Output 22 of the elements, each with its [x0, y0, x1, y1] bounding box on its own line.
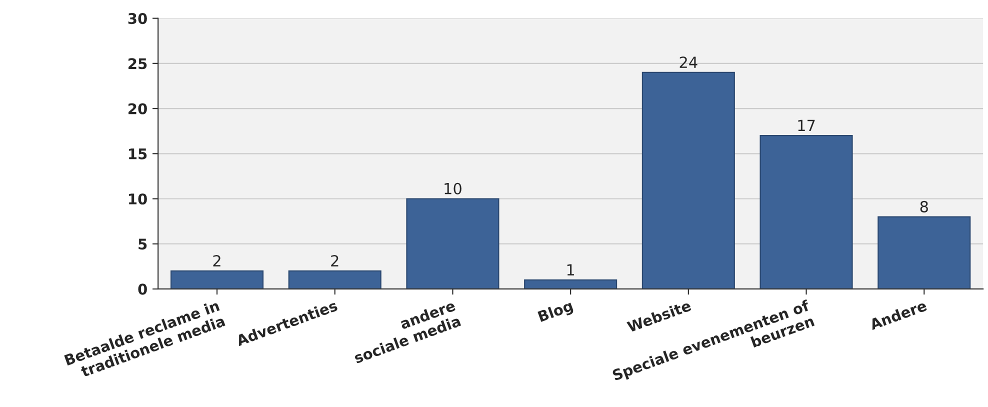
bar	[642, 72, 735, 289]
y-tick-label: 5	[138, 238, 147, 250]
x-tick-label: Blog	[537, 300, 574, 325]
y-tick-label: 0	[138, 284, 147, 295]
y-tick-label: 15	[129, 148, 147, 160]
data-label: 1	[567, 264, 574, 276]
bar	[760, 135, 853, 289]
y-tick-label: 30	[128, 13, 147, 24]
data-label: 17	[798, 120, 815, 132]
data-label: 8	[920, 200, 928, 212]
bar	[170, 270, 264, 289]
bar	[524, 279, 618, 289]
y-tick-label: 25	[128, 58, 147, 70]
data-label: 2	[331, 255, 338, 266]
data-label: 10	[444, 182, 462, 194]
bar	[288, 270, 382, 289]
y-tick-label: 10	[129, 193, 147, 204]
data-label: 2	[213, 255, 220, 266]
y-tick-label: 20	[128, 103, 147, 114]
bar	[878, 216, 971, 289]
bar	[406, 198, 500, 289]
data-label: 24	[680, 56, 698, 68]
